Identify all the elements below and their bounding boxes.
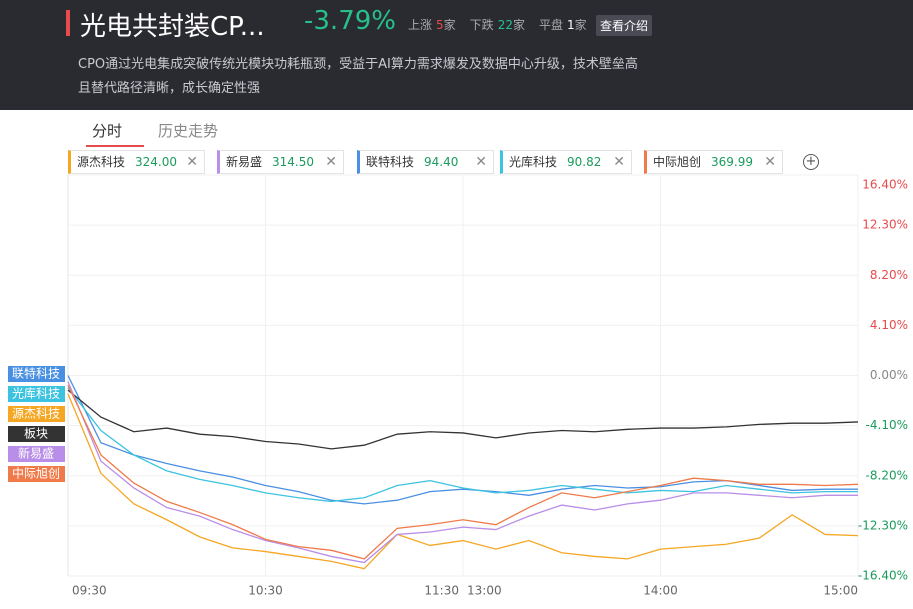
x-tick-label: 09:30 — [72, 584, 107, 598]
legend-label: 源杰科技 — [12, 407, 60, 421]
stock-name: 新易盛 — [226, 155, 263, 169]
stat: 上涨 5家 — [408, 18, 456, 32]
legend-swatch — [8, 406, 65, 422]
stock-name: 光库科技 — [509, 155, 558, 169]
stat-count: 22 — [497, 18, 513, 32]
stat: 平盘 1家 — [539, 18, 587, 32]
stock-chip: 联特科技 94.40 ✕ — [357, 150, 494, 174]
close-icon[interactable]: ✕ — [613, 154, 625, 170]
stock-price: 314.50 — [272, 155, 315, 169]
y-tick-label: -8.20% — [866, 468, 908, 482]
add-button[interactable]: + — [803, 154, 819, 170]
stock-price: 324.00 — [135, 155, 178, 169]
stat: 下跌 22家 — [470, 18, 525, 32]
x-tick-label: 10:30 — [248, 584, 283, 598]
y-tick-label: -16.40% — [858, 569, 908, 583]
stat-unit: 家 — [512, 18, 525, 32]
legend-label: 中际旭创 — [12, 466, 60, 481]
stock-name: 源杰科技 — [77, 155, 126, 169]
legend-label: 新易盛 — [18, 446, 54, 461]
accent-bar — [66, 10, 70, 36]
description: 且替代路径清晰，成长确定性强 — [78, 81, 261, 96]
stat-count: 5 — [436, 18, 444, 32]
legend-label: 光库科技 — [12, 386, 60, 401]
stock-chip: 光库科技 90.82 ✕ — [500, 150, 632, 174]
x-tick-label: 14:00 — [643, 584, 678, 598]
tab[interactable]: 分时 — [92, 122, 123, 140]
stat-label: 平盘 — [538, 18, 563, 32]
y-tick-label: 0.00% — [870, 368, 908, 382]
stock-price: 94.40 — [424, 155, 459, 169]
y-tick-label: 16.40% — [862, 178, 908, 192]
stock-price: 369.99 — [711, 155, 754, 169]
stock-chip: 新易盛 314.50 ✕ — [217, 150, 344, 174]
stock-name: 中际旭创 — [653, 155, 702, 169]
legend-swatch — [8, 426, 65, 442]
y-tick-label: -12.30% — [858, 518, 908, 532]
series-line — [67, 385, 859, 560]
intro-button[interactable]: 查看介绍 — [596, 15, 653, 36]
y-tick-label: 8.20% — [870, 268, 908, 282]
legend-swatch — [8, 366, 65, 382]
stat-label: 上涨 — [408, 18, 433, 32]
close-icon[interactable]: ✕ — [325, 154, 337, 170]
description: CPO通过光电集成突破传统光模块功耗瓶颈，受益于AI算力需求爆发及数据中心升级，… — [78, 57, 638, 72]
title: 光电共封装CP... — [80, 12, 265, 42]
header: 光电共封装CP... -3.79% 上涨 5家 下跌 22家 平盘 1家 查看介绍 CPO… — [0, 0, 913, 110]
close-icon[interactable]: ✕ — [186, 154, 198, 170]
close-icon[interactable]: ✕ — [475, 154, 487, 170]
legend-swatch — [8, 466, 65, 482]
tab-underline — [86, 145, 144, 147]
stock-price: 90.82 — [567, 155, 602, 169]
stock-chip: 源杰科技 324.00 ✕ — [68, 150, 205, 174]
close-icon[interactable]: ✕ — [764, 154, 776, 170]
x-tick-label: 15:00 — [823, 584, 858, 598]
series-line — [67, 387, 858, 503]
series-line — [67, 389, 859, 450]
legend-swatch — [8, 386, 65, 402]
series-line — [67, 393, 859, 570]
legend-label: 板块 — [24, 427, 48, 441]
stat-unit: 家 — [574, 18, 587, 32]
y-tick-label: 4.10% — [870, 318, 908, 332]
stat-count: 1 — [567, 18, 575, 32]
series-line — [67, 381, 858, 564]
legend-swatch — [8, 446, 65, 462]
y-tick-label: 12.30% — [862, 218, 908, 232]
stock-name: 联特科技 — [366, 155, 415, 169]
change: -3.79% — [304, 6, 396, 36]
legend-label: 联特科技 — [12, 366, 60, 381]
x-tick-label: 13:00 — [467, 584, 502, 598]
stat-label: 下跌 — [469, 18, 494, 32]
y-tick-label: -4.10% — [866, 418, 908, 432]
x-tick-label: 11:30 — [424, 584, 459, 598]
stat-unit: 家 — [443, 18, 456, 32]
stats: 上涨 5家 下跌 22家 平盘 1家 — [408, 16, 601, 33]
tab[interactable]: 历史走势 — [158, 122, 219, 140]
stock-chip: 中际旭创 369.99 ✕ — [644, 150, 783, 174]
